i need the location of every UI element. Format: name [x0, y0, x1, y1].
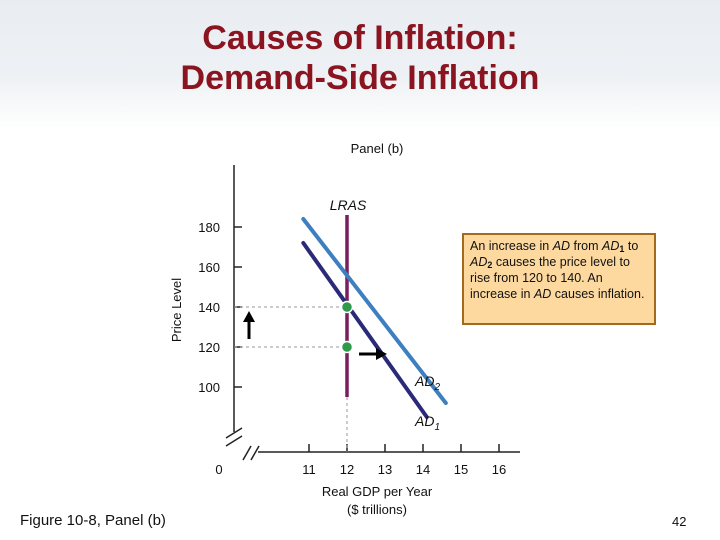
y-tick-label-120: 120 — [198, 340, 220, 355]
callout-ad2-subscript: 2 — [487, 260, 493, 270]
ad-shift-arrow-head — [376, 348, 387, 360]
ad2-label-name: AD — [414, 373, 434, 389]
ad1-label-name: AD — [414, 413, 434, 429]
chart-title: Panel (b) — [351, 141, 404, 156]
callout-ad1-term: AD — [602, 239, 620, 253]
explanation-callout: An increase in AD from AD1 to AD2 causes… — [462, 233, 656, 325]
shift-arrows — [243, 311, 387, 360]
x-tick-label-14: 14 — [416, 462, 430, 477]
callout-ad-term-2: AD — [533, 287, 552, 301]
slide-title: Causes of Inflation: Demand-Side Inflati… — [100, 18, 620, 98]
y-break-mark-2 — [225, 435, 243, 447]
ad2-label-subscript: 2 — [433, 382, 440, 393]
y-break-mark-1 — [225, 427, 243, 439]
y-tick-label-180: 180 — [198, 220, 220, 235]
lras-label: LRAS — [330, 197, 367, 213]
ad2-line — [301, 217, 448, 405]
slide-title-line-1: Causes of Inflation: — [202, 19, 518, 57]
ad2-label: AD2 — [414, 373, 440, 393]
equilibrium-point-2 — [340, 300, 354, 314]
x-break-mark-2 — [250, 445, 260, 461]
axis-break-marks — [225, 427, 260, 461]
x-tick-label-13: 13 — [378, 462, 392, 477]
x-tick-label-16: 16 — [492, 462, 506, 477]
price-up-arrow-head — [243, 311, 255, 322]
x-axis-title-line-2: ($ trillions) — [347, 502, 407, 517]
origin-label: 0 — [215, 462, 222, 477]
callout-ad1-subscript: 1 — [619, 244, 625, 254]
guide-lines — [234, 306, 348, 452]
ad1-line — [301, 241, 429, 419]
header-background — [0, 0, 720, 128]
callout-text-4: causes the price level to rise from 120 … — [470, 255, 630, 301]
ad1-label-subscript: 1 — [434, 422, 440, 433]
equilibrium-point-1 — [340, 340, 354, 354]
page-number: 42 — [672, 514, 687, 529]
y-tick-label-140: 140 — [198, 300, 220, 315]
ad1-label: AD1 — [414, 413, 440, 433]
x-axis-title-line-1: Real GDP per Year — [322, 484, 433, 499]
callout-text-3: to — [624, 239, 639, 253]
callout-ad2-term: AD — [470, 255, 488, 269]
callout-ad-term-1: AD — [552, 239, 571, 253]
figure-caption: Figure 10-8, Panel (b) — [20, 512, 166, 529]
x-tick-label-15: 15 — [454, 462, 468, 477]
callout-text-1: An increase in — [470, 239, 553, 253]
x-axis-ticks: 11 12 13 14 15 16 — [302, 444, 506, 477]
callout-text-2: from — [570, 239, 603, 253]
x-tick-label-11: 11 — [302, 462, 316, 477]
y-tick-label-100: 100 — [198, 380, 220, 395]
slide-title-line-2: Demand-Side Inflation — [180, 59, 540, 97]
x-break-mark-1 — [242, 445, 252, 461]
y-axis-title: Price Level — [169, 278, 184, 342]
x-tick-label-12: 12 — [340, 462, 354, 477]
equilibrium-points — [340, 300, 354, 354]
y-tick-label-160: 160 — [198, 260, 220, 275]
callout-text-5: causes inflation. — [551, 287, 645, 301]
